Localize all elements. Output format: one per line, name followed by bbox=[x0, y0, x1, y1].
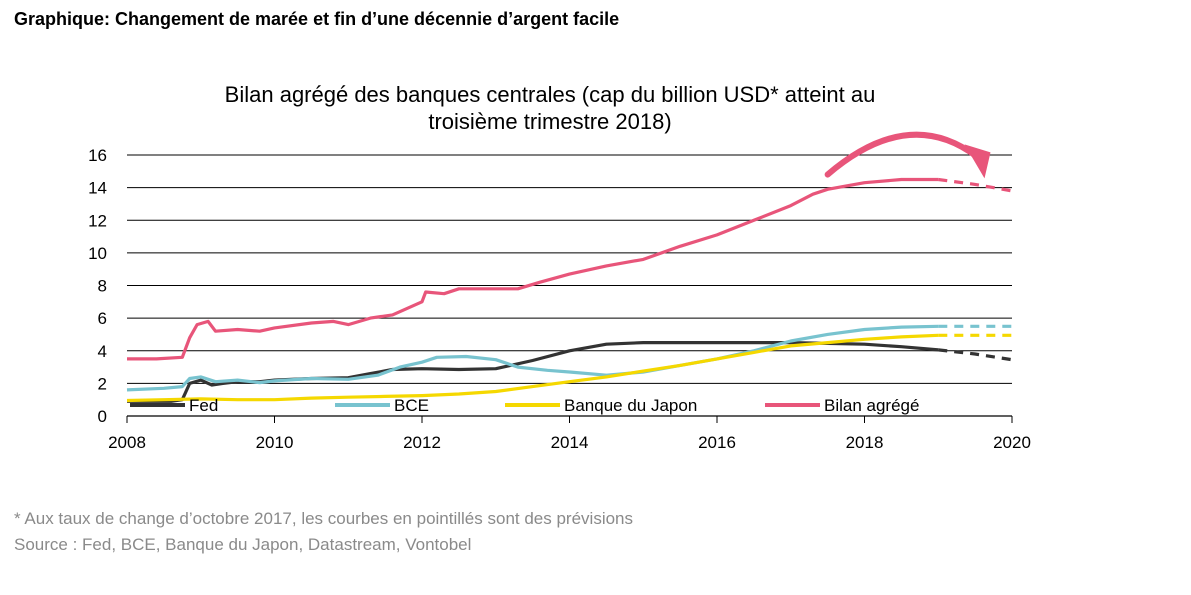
y-tick-label-12: 12 bbox=[88, 211, 107, 230]
series-line-fed bbox=[127, 341, 939, 403]
footnote: * Aux taux de change d’octobre 2017, les… bbox=[14, 509, 634, 528]
source-note: Source : Fed, BCE, Banque du Japon, Data… bbox=[14, 535, 472, 554]
axes: 0 2 4 6 8 10 12 14 16 2008 2010 2012 2014 2016 2018 202… bbox=[88, 146, 1031, 452]
x-tick-label-2008: 2008 bbox=[108, 433, 146, 452]
legend-label-fed: Fed bbox=[189, 396, 218, 415]
series-line-bilan-agr-g- bbox=[127, 177, 939, 361]
x-tick-label-2020: 2020 bbox=[993, 433, 1031, 452]
header-title: Graphique: Changement de marée et fin d’… bbox=[14, 9, 620, 29]
chart-title-line-2: troisième trimestre 2018) bbox=[428, 109, 672, 134]
arrow-curve bbox=[824, 131, 980, 178]
legend-label-bilan-agr-g-: Bilan agrégé bbox=[824, 396, 919, 415]
legend-label-banque-du-japon: Banque du Japon bbox=[564, 396, 697, 415]
series-line-banque-du-japon bbox=[126, 333, 939, 403]
series-line-bce bbox=[126, 324, 939, 392]
x-tick-label-2016: 2016 bbox=[698, 433, 736, 452]
y-tick-label-2: 2 bbox=[98, 374, 107, 393]
series-layer bbox=[126, 177, 1013, 403]
series-forecast-fed bbox=[938, 348, 1013, 362]
legend-label-bce: BCE bbox=[394, 396, 429, 415]
x-tick-label-2010: 2010 bbox=[256, 433, 294, 452]
y-tick-label-14: 14 bbox=[88, 179, 107, 198]
chart-title: Bilan agrégé des banques centrales (cap … bbox=[150, 81, 950, 135]
x-tick-label-2018: 2018 bbox=[846, 433, 884, 452]
x-tick-label-2012: 2012 bbox=[403, 433, 441, 452]
series-forecast-bilan-agr-g- bbox=[938, 177, 1013, 193]
y-tick-label-0: 0 bbox=[98, 407, 107, 426]
legend: Fed BCE Banque du Japon Bilan agrégé bbox=[130, 396, 919, 415]
trend-arrow bbox=[824, 131, 991, 179]
grid-lines bbox=[127, 154, 1012, 384]
x-tick-label-2014: 2014 bbox=[551, 433, 589, 452]
y-tick-label-4: 4 bbox=[98, 342, 107, 361]
chart-title-line-1: Bilan agrégé des banques centrales (cap … bbox=[224, 82, 876, 107]
y-tick-label-6: 6 bbox=[98, 309, 107, 328]
arrow-head bbox=[964, 144, 991, 179]
y-tick-label-10: 10 bbox=[88, 244, 107, 263]
y-tick-label-8: 8 bbox=[98, 277, 107, 296]
y-tick-label-16: 16 bbox=[88, 146, 107, 165]
